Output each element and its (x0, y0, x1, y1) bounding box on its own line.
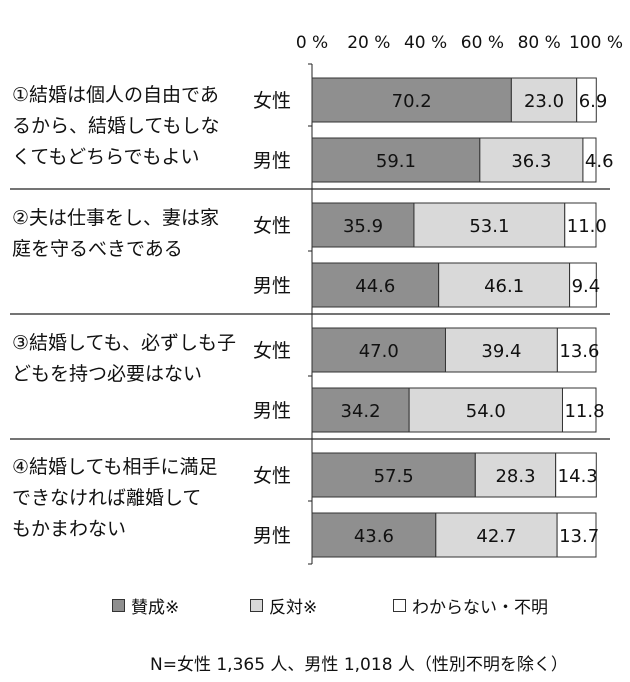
bar-segment-agree (311, 387, 410, 433)
bar-segment-agree (311, 77, 512, 123)
data-label-agree: 44.6 (355, 276, 395, 297)
data-label-disagree: 54.0 (466, 401, 506, 422)
data-label-agree: 59.1 (376, 151, 416, 172)
x-tick-label: 60 % (461, 33, 504, 53)
bar-segment-unknown (556, 327, 597, 373)
data-label-agree: 57.5 (374, 466, 414, 487)
bar-segment-disagree (510, 77, 578, 123)
data-label-unknown: 13.6 (559, 341, 599, 362)
question-label: ④結婚しても相手に満足 できなければ離婚して もかまわない (12, 456, 218, 540)
question-label: ③結婚しても、必ずしも子 どもを持つ必要はない (12, 332, 236, 385)
x-tick-label: 0 % (296, 33, 328, 53)
bar-segment-agree (311, 262, 440, 308)
data-label-unknown: 6.9 (579, 91, 608, 112)
data-label-disagree: 23.0 (524, 91, 564, 112)
question-label: ②夫は仕事をし、妻は家 庭を守るべきである (12, 207, 220, 260)
gender-label: 男性 (253, 525, 291, 547)
gender-label: 女性 (253, 90, 291, 112)
data-label-agree: 35.9 (343, 216, 383, 237)
data-label-disagree: 28.3 (495, 466, 535, 487)
data-label-agree: 34.2 (341, 401, 381, 422)
data-label-agree: 70.2 (392, 91, 432, 112)
gender-label: 男性 (253, 275, 291, 297)
bar-segment-disagree (408, 387, 563, 433)
x-tick-label: 80 % (518, 33, 561, 53)
bar-segment-unknown (564, 202, 597, 248)
gender-label: 女性 (253, 465, 291, 487)
data-label-agree: 43.6 (354, 526, 394, 547)
data-label-agree: 47.0 (359, 341, 399, 362)
x-tick-label: 40 % (404, 33, 447, 53)
data-label-disagree: 53.1 (469, 216, 509, 237)
question-label: ①結婚は個人の自由であ るから、結婚してもしな くてもどちらでもよい (12, 84, 220, 168)
x-tick-label: 100 % (569, 33, 623, 53)
bar-segment-unknown (561, 387, 597, 433)
data-label-unknown: 4.6 (585, 151, 614, 172)
legend-item-unknown: わからない・不明 (393, 593, 548, 618)
bar-segment-agree (311, 137, 481, 183)
bar-segment-disagree (479, 137, 584, 183)
legend-item-agree: 賛成※ (112, 593, 179, 618)
legend-swatch-unknown (393, 599, 406, 612)
legend-label-unknown: わからない・不明 (412, 598, 548, 618)
bar-segment-unknown (576, 77, 597, 123)
bar-segment-disagree (444, 327, 558, 373)
gender-label: 女性 (253, 215, 291, 237)
gender-label: 女性 (253, 340, 291, 362)
bar-segment-disagree (438, 262, 571, 308)
legend-swatch-agree (112, 599, 125, 612)
legend-swatch-disagree (250, 599, 263, 612)
data-label-unknown: 11.0 (567, 216, 607, 237)
bar-segment-unknown (556, 512, 597, 558)
data-label-disagree: 46.1 (484, 276, 524, 297)
data-label-unknown: 11.8 (564, 401, 604, 422)
legend-item-disagree: 反対※ (250, 593, 317, 618)
legend-label-agree: 賛成※ (131, 598, 180, 618)
data-label-unknown: 9.4 (572, 276, 601, 297)
gender-label: 男性 (253, 150, 291, 172)
stacked-bar-chart: 0 % 20 % 40 % 60 % 80 % 100 % 女性 70.2 23.0 6.9 男性 5… (10, 33, 623, 565)
bar-segment-unknown (569, 262, 597, 308)
legend-label-disagree: 反対※ (269, 598, 318, 618)
gender-label: 男性 (253, 400, 291, 422)
x-tick-label: 20 % (347, 33, 390, 53)
sample-size-note: N=女性 1,365 人、男性 1,018 人（性別不明を除く） (150, 655, 568, 675)
data-label-disagree: 36.3 (511, 151, 551, 172)
bar-segment-unknown (555, 452, 597, 498)
bar-segment-agree (311, 327, 446, 373)
bar-segment-disagree (413, 202, 566, 248)
bar-segment-unknown (582, 137, 597, 183)
data-label-unknown: 13.7 (559, 526, 599, 547)
data-label-disagree: 42.7 (476, 526, 516, 547)
data-label-unknown: 14.3 (558, 466, 598, 487)
data-label-disagree: 39.4 (481, 341, 521, 362)
